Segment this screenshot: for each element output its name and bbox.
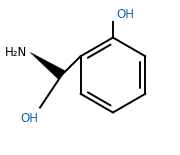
Text: OH: OH — [20, 111, 38, 124]
Polygon shape — [30, 52, 65, 80]
Text: H₂N: H₂N — [5, 46, 27, 59]
Text: OH: OH — [116, 8, 134, 21]
